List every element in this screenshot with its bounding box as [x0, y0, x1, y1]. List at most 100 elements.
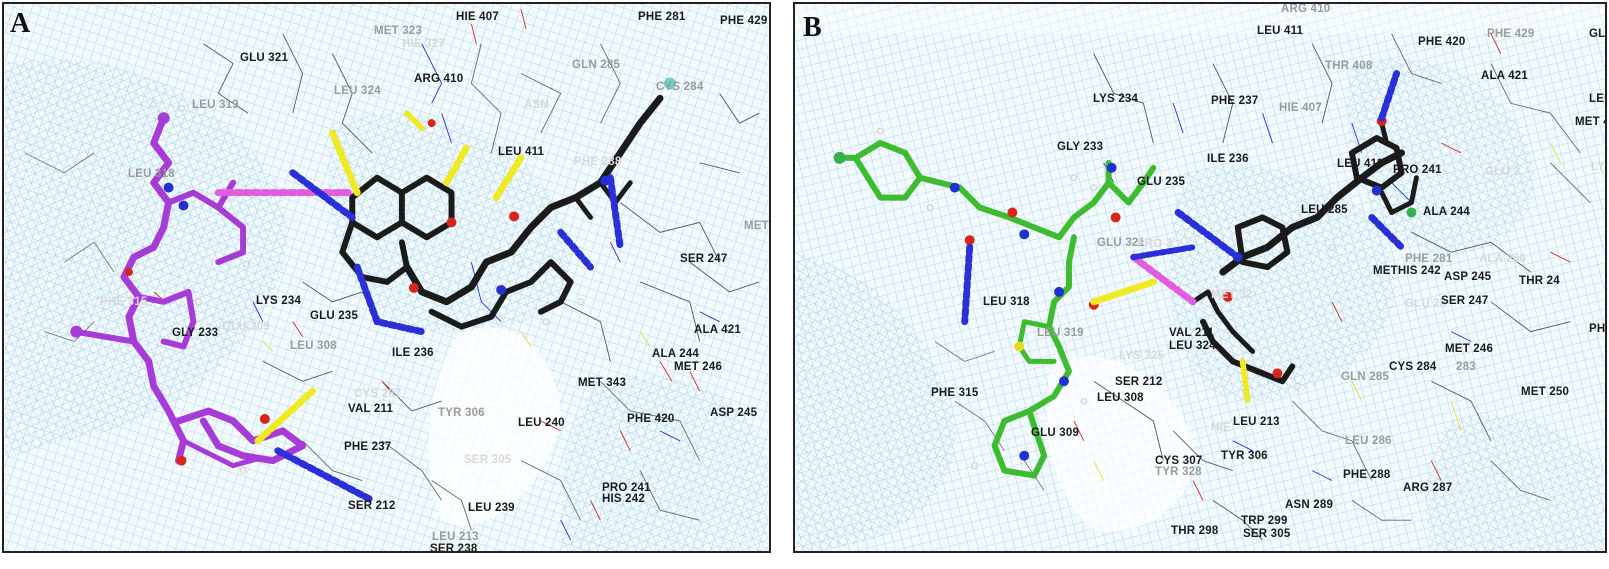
- residue-label: LEU 285: [1301, 204, 1348, 216]
- residue-label: PHE 237: [1211, 95, 1259, 107]
- residue-label: MET 323: [374, 25, 423, 37]
- residue-label: ALA 244: [652, 348, 699, 360]
- residue-label: PHE 429: [720, 15, 768, 27]
- residue-label: THR 408: [1325, 60, 1373, 72]
- residue-label: GLU 235: [1137, 176, 1186, 188]
- residue-label: CYS 287: [354, 388, 402, 400]
- residue-label: GLY 233: [1057, 141, 1104, 153]
- residue-label: SER 305: [464, 454, 512, 466]
- residue-label: LEU 411: [1257, 25, 1304, 37]
- residue-label: CYS 284: [656, 81, 704, 93]
- residue-label: PHE 420: [627, 413, 675, 425]
- residue-label: GL: [1589, 28, 1606, 40]
- residue-label: PHE 288: [574, 156, 622, 168]
- residue-label: SER 247: [1441, 295, 1489, 307]
- residue-label: GLU 309: [222, 321, 271, 333]
- residue-label: ASN: [524, 99, 549, 111]
- residue-label: ALA 244: [1423, 206, 1470, 218]
- residue-label: LYS 234: [1093, 93, 1139, 105]
- residue-label: PRO 3: [1137, 238, 1173, 250]
- surface-mesh-lobe: [1425, 414, 1605, 551]
- residue-label: THR 24: [1519, 275, 1560, 287]
- residue-label: PHE 281: [638, 11, 686, 23]
- residue-label: SER 247: [680, 253, 728, 265]
- residue-label: PHE 288: [1343, 469, 1391, 481]
- residue-label: LEU 318: [128, 168, 175, 180]
- residue-label: PRO 241: [602, 482, 651, 494]
- residue-label: MET 250: [1521, 386, 1570, 398]
- residue-label: LYS 325: [1119, 350, 1165, 362]
- residue-wireframe: [934, 33, 1591, 541]
- panel-b-scene: [795, 4, 1605, 551]
- residue-label: LEU: [1589, 93, 1605, 105]
- residue-label: TYR 306: [1221, 450, 1268, 462]
- panel-letter: B: [803, 12, 822, 43]
- residue-label: ALA 421: [1481, 70, 1528, 82]
- residue-label: LEU 286: [1345, 435, 1392, 447]
- interaction-bonds-b: [961, 70, 1406, 405]
- residue-label: MET 343: [578, 377, 627, 389]
- residue-label: CYS 307: [1155, 455, 1203, 467]
- residue-label: HIE: [1211, 422, 1231, 434]
- residue-label: GLN 285: [572, 59, 621, 71]
- residue-label: LEU 318: [983, 296, 1030, 308]
- residue-label: PHE 3: [1589, 323, 1606, 335]
- residue-label: GLU 309: [1031, 427, 1080, 439]
- residue-label: PHE 237: [344, 441, 392, 453]
- residue-label: ILE 236: [392, 347, 434, 359]
- residue-label: LEU 213: [1233, 416, 1280, 428]
- residue-label: MET: [744, 220, 769, 232]
- residue-label: TYR 328: [1155, 466, 1202, 478]
- residue-label: LYS 234: [256, 295, 302, 307]
- docking-panel-b: B ARG 410 LEU 411 PHE 420 PHE 429 GL THR…: [793, 2, 1607, 553]
- residue-label: LEU 319: [192, 99, 239, 111]
- residue-label: HIE 407: [1279, 102, 1322, 114]
- residue-label: 283: [1456, 361, 1476, 373]
- ligand-a-purple: [70, 100, 307, 474]
- residue-label: GLU 321: [1097, 237, 1146, 249]
- residue-label: ASN 289: [1285, 499, 1334, 511]
- residue-label: LEU 239: [468, 502, 515, 514]
- residue-label: PHE 315: [100, 296, 148, 308]
- solvent-region: [428, 327, 561, 526]
- residue-label: GLU 28: [1405, 298, 1447, 310]
- residue-label: ARG 287: [1403, 482, 1453, 494]
- residue-label: GLU 2: [1485, 166, 1520, 178]
- docking-panel-a: A HIE 407 PHE 281 PHE 429 MET 323 HIE 32…: [2, 2, 771, 553]
- surface-mesh-lobe: [795, 252, 957, 551]
- residue-label: HIE 327: [402, 38, 445, 50]
- residue-label: MET 246: [1445, 343, 1494, 355]
- binding-pocket-mesh: [1346, 58, 1535, 254]
- residue-label: HIE 407: [456, 11, 499, 23]
- residue-label: ALA 280: [1479, 253, 1526, 265]
- residue-label: MET 246: [674, 361, 723, 373]
- residue-label: GLU 321: [240, 52, 289, 64]
- residue-label: TYR 306: [438, 407, 485, 419]
- panel-a-scene: [4, 4, 769, 551]
- residue-label: GLY 233: [172, 327, 219, 339]
- residue-label: LEU 324: [1169, 340, 1216, 352]
- residue-label: ILE 236: [1207, 153, 1249, 165]
- residue-label: LEU 308: [290, 340, 337, 352]
- residue-label: VAL 211: [1169, 327, 1215, 339]
- surface-mesh-lobe: [560, 376, 769, 551]
- interaction-bonds-a: [214, 110, 624, 504]
- residue-label: PRO 241: [1393, 164, 1442, 176]
- residue-label: PHE 429: [1487, 28, 1535, 40]
- binding-pocket-mesh: [1169, 166, 1395, 402]
- residue-label: MET 4: [1575, 116, 1607, 128]
- residue-wireframe: [24, 8, 760, 541]
- residue-label: GLU 235: [310, 310, 359, 322]
- residue-label: PHE 281: [1405, 253, 1453, 265]
- residue-label: GLN 285: [1341, 371, 1390, 383]
- panel-letter: A: [10, 8, 31, 39]
- residue-label: LEU 213: [432, 531, 479, 543]
- residue-label: LEU 411: [1337, 158, 1384, 170]
- residue-label: SER 212: [348, 500, 396, 512]
- ligand-b-green: [833, 127, 1157, 479]
- ligand-a-black: [339, 77, 676, 330]
- residue-label: THR 298: [1171, 525, 1219, 537]
- residue-label: ARG 410: [1281, 3, 1331, 15]
- residue-label: ARG 410: [414, 73, 464, 85]
- residue-label: LEU 324: [334, 85, 381, 97]
